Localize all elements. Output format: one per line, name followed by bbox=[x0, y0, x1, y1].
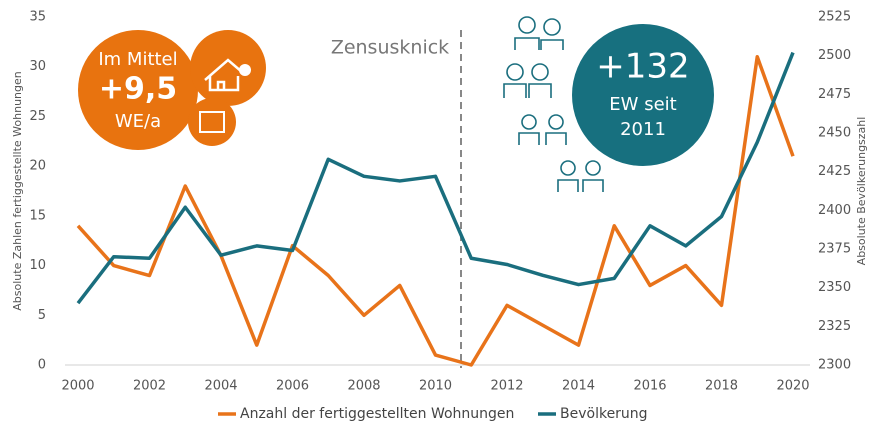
x-tick-label: 2014 bbox=[562, 379, 595, 394]
x-tick-label: 2000 bbox=[61, 379, 94, 394]
x-tick-label: 2002 bbox=[133, 379, 166, 394]
y2-tick-label: 2375 bbox=[818, 242, 851, 257]
y2-tick-label: 2475 bbox=[818, 87, 851, 102]
x-tick-label: 2016 bbox=[633, 379, 666, 394]
people-icons bbox=[503, 16, 604, 192]
y2-tick-label: 2450 bbox=[818, 126, 851, 141]
y-tick-label: 25 bbox=[29, 109, 46, 124]
y2-tick-label: 2425 bbox=[818, 164, 851, 179]
housing-unit: WE/a bbox=[115, 111, 161, 132]
series-line bbox=[76, 55, 795, 367]
y-axis-label: Absolute Zahlen fertiggestellte Wohnunge… bbox=[11, 71, 24, 310]
y2-tick-label: 2325 bbox=[818, 319, 851, 334]
y-tick-label: 30 bbox=[29, 59, 46, 74]
population-year: 2011 bbox=[620, 119, 666, 140]
series-line bbox=[76, 51, 795, 305]
population-bubble: +132 EW seit 2011 bbox=[572, 24, 714, 166]
x-tick-label: 2012 bbox=[490, 379, 523, 394]
x-tick-label: 2006 bbox=[276, 379, 309, 394]
y-tick-label: 0 bbox=[38, 358, 46, 373]
x-tick-label: 2008 bbox=[347, 379, 380, 394]
y2-tick-label: 2300 bbox=[818, 358, 851, 373]
x-tick-label: 2020 bbox=[776, 379, 809, 394]
y-tick-label: 10 bbox=[29, 258, 46, 273]
housing-bubble: Im Mittel +9,5 WE/a bbox=[78, 30, 266, 150]
y2-tick-label: 2350 bbox=[818, 280, 851, 295]
x-tick-label: 2018 bbox=[705, 379, 738, 394]
x-tick-label: 2004 bbox=[204, 379, 237, 394]
population-value: +132 bbox=[596, 47, 689, 87]
y2-axis-label: Absolute Bevölkerungszahl bbox=[855, 117, 868, 266]
legend-label: Bevölkerung bbox=[560, 406, 648, 422]
housing-label: Im Mittel bbox=[98, 49, 177, 70]
population-label: EW seit bbox=[609, 94, 676, 115]
x-tick-label: 2010 bbox=[419, 379, 452, 394]
y2-tick-label: 2500 bbox=[818, 48, 851, 63]
y2-tick-label: 2525 bbox=[818, 10, 851, 25]
break-label: Zensusknick bbox=[331, 37, 449, 59]
y2-tick-label: 2400 bbox=[818, 203, 851, 218]
y-tick-label: 20 bbox=[29, 159, 46, 174]
y-tick-label: 5 bbox=[38, 308, 46, 323]
housing-value: +9,5 bbox=[99, 72, 177, 107]
legend-label: Anzahl der fertiggestellten Wohnungen bbox=[240, 406, 514, 422]
y-tick-label: 35 bbox=[29, 10, 46, 25]
y-tick-label: 15 bbox=[29, 208, 46, 223]
